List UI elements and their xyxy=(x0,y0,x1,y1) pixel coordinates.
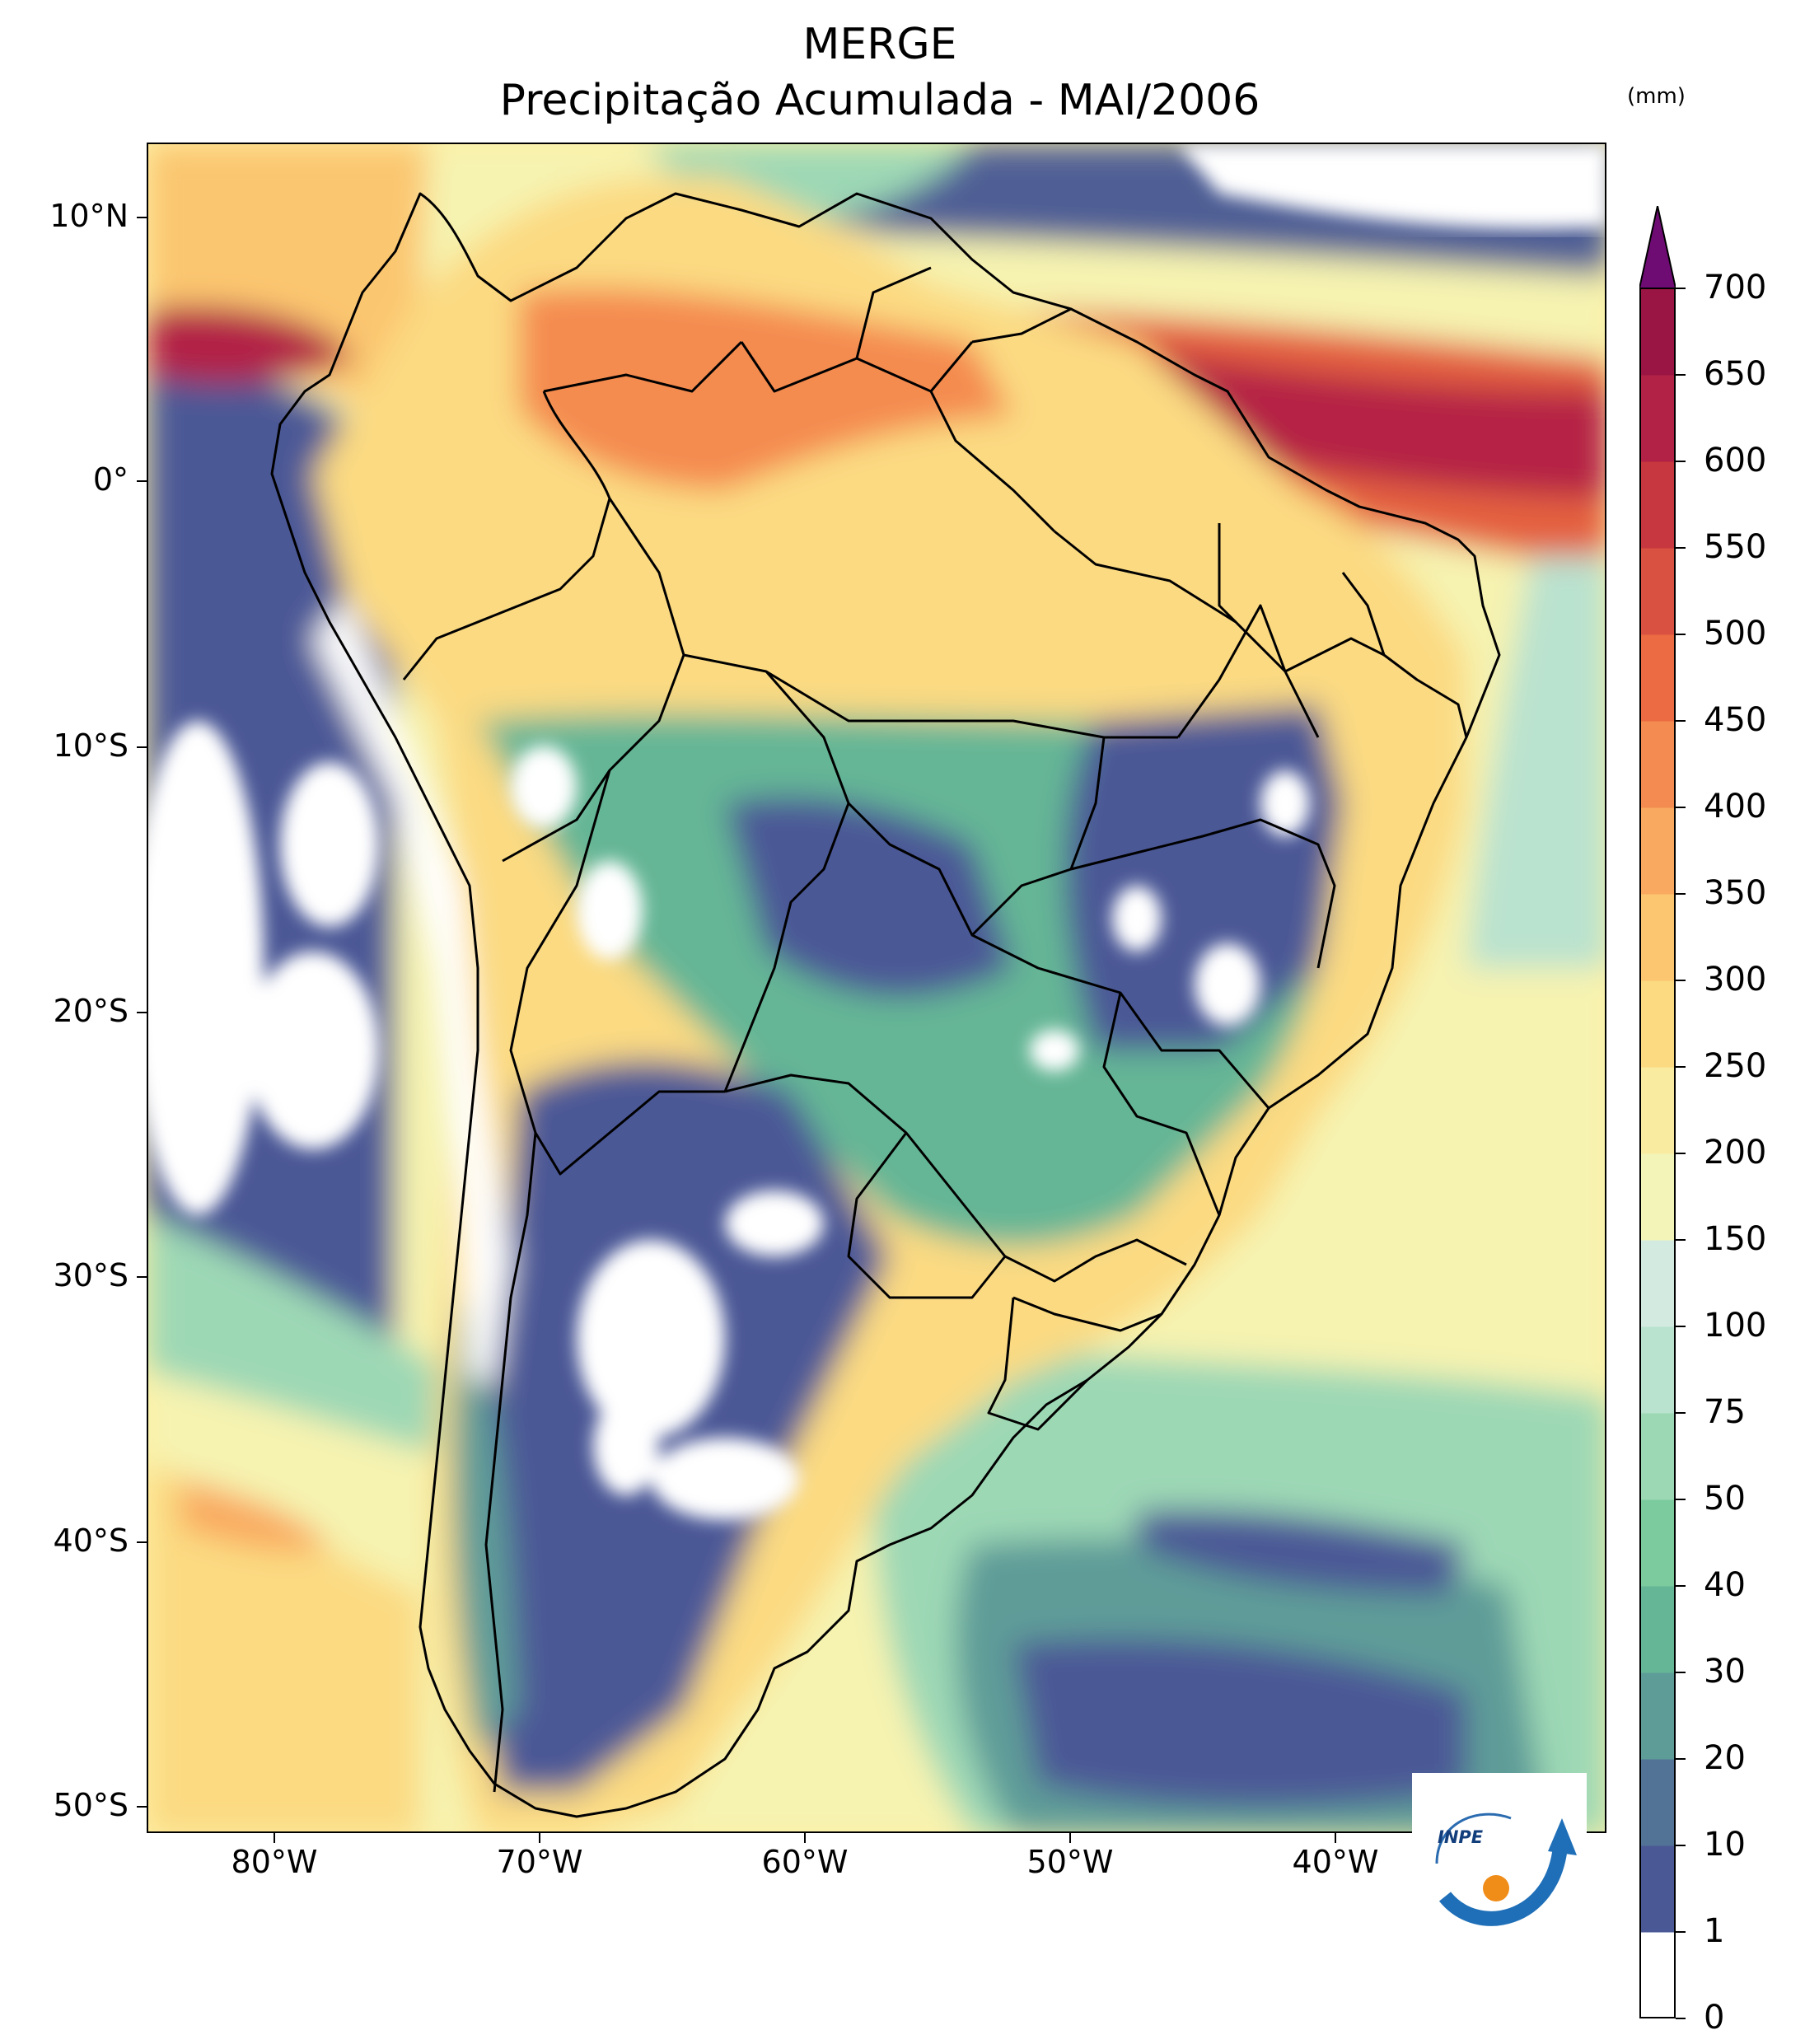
colorbar-tick xyxy=(1676,1326,1686,1327)
colorbar-swatch xyxy=(1639,1586,1676,1673)
colorbar-level-label: 550 xyxy=(1704,528,1767,566)
x-tick-label: 40°W xyxy=(1292,1844,1379,1880)
colorbar-level-label: 200 xyxy=(1704,1134,1767,1172)
colorbar-tick xyxy=(1676,634,1686,635)
colorbar-swatch xyxy=(1639,1845,1676,1933)
x-tick-label: 70°W xyxy=(496,1844,583,1880)
inpe-logo-icon xyxy=(1435,1812,1577,1926)
x-tick-label: 60°W xyxy=(761,1844,849,1880)
x-tick xyxy=(1335,1833,1336,1843)
colorbar-swatch xyxy=(1639,894,1676,981)
map-subtitle: Precipitação Acumulada - MAI/2006 xyxy=(499,76,1260,125)
map-canvas xyxy=(148,144,1605,1831)
colorbar-level-label: 650 xyxy=(1704,355,1767,393)
colorbar-extend-arrow xyxy=(1639,206,1676,289)
colorbar-level-label: 450 xyxy=(1704,701,1767,739)
colorbar-swatch xyxy=(1639,1499,1676,1587)
colorbar-swatch xyxy=(1639,1326,1676,1414)
colorbar-level-label: 300 xyxy=(1704,961,1767,999)
colorbar-swatch xyxy=(1639,807,1676,895)
logo-text: INPE xyxy=(1438,1827,1484,1847)
colorbar-swatch xyxy=(1639,375,1676,462)
y-tick xyxy=(137,1276,147,1278)
colorbar-swatch xyxy=(1639,1759,1676,1846)
colorbar-tick xyxy=(1676,980,1686,981)
colorbar-unit: (mm) xyxy=(1627,84,1686,109)
colorbar-tick xyxy=(1676,1672,1686,1673)
colorbar-tick xyxy=(1676,1845,1686,1846)
colorbar-level-label: 30 xyxy=(1704,1653,1746,1691)
colorbar-frame xyxy=(1639,288,1676,2018)
colorbar-tick xyxy=(1676,1499,1686,1500)
colorbar-level-label: 50 xyxy=(1704,1480,1746,1518)
inpe-logo xyxy=(1412,1773,1587,1944)
colorbar-swatch xyxy=(1639,1067,1676,1154)
colorbar-tick xyxy=(1676,1239,1686,1241)
y-tick xyxy=(137,1541,147,1543)
y-tick-label: 50°S xyxy=(53,1787,129,1823)
y-tick xyxy=(137,1012,147,1013)
colorbar-tick xyxy=(1676,893,1686,895)
colorbar-swatch xyxy=(1639,548,1676,635)
colorbar-level-label: 20 xyxy=(1704,1739,1746,1777)
map-title: MERGE xyxy=(802,20,957,69)
colorbar-swatch xyxy=(1639,1240,1676,1327)
colorbar-level-label: 700 xyxy=(1704,269,1767,306)
colorbar-swatch xyxy=(1639,288,1676,376)
y-tick-label: 10°N xyxy=(49,198,129,234)
colorbar-level-label: 350 xyxy=(1704,874,1767,912)
colorbar-swatch xyxy=(1639,980,1676,1068)
colorbar-level-label: 10 xyxy=(1704,1826,1746,1864)
x-tick xyxy=(274,1833,275,1843)
colorbar-level-label: 0 xyxy=(1704,1999,1725,2037)
colorbar-tick xyxy=(1676,1066,1686,1068)
colorbar-swatch xyxy=(1639,634,1676,722)
colorbar-tick xyxy=(1676,1412,1686,1414)
x-tick-label: 80°W xyxy=(231,1844,318,1880)
colorbar-level-label: 40 xyxy=(1704,1566,1746,1604)
x-tick xyxy=(804,1833,806,1843)
colorbar-level-label: 500 xyxy=(1704,615,1767,652)
colorbar-level-label: 400 xyxy=(1704,788,1767,826)
y-tick xyxy=(137,217,147,218)
colorbar-level-label: 1 xyxy=(1704,1912,1725,1950)
colorbar-tick xyxy=(1676,1153,1686,1154)
colorbar-tick xyxy=(1676,374,1686,376)
colorbar-tick xyxy=(1676,1931,1686,1933)
x-tick xyxy=(539,1833,540,1843)
y-tick-label: 30°S xyxy=(53,1257,129,1293)
colorbar-tick xyxy=(1676,720,1686,722)
colorbar xyxy=(1639,206,1676,2018)
y-tick xyxy=(137,480,147,482)
y-tick-label: 40°S xyxy=(53,1522,129,1559)
colorbar-level-label: 100 xyxy=(1704,1307,1767,1345)
colorbar-swatch xyxy=(1639,1153,1676,1241)
colorbar-tick xyxy=(1676,807,1686,808)
colorbar-tick xyxy=(1676,1758,1686,1760)
y-tick-label: 0° xyxy=(92,461,129,498)
colorbar-level-label: 150 xyxy=(1704,1220,1767,1258)
colorbar-swatch xyxy=(1639,1672,1676,1760)
x-tick-label: 50°W xyxy=(1026,1844,1114,1880)
colorbar-level-label: 600 xyxy=(1704,442,1767,479)
colorbar-swatch xyxy=(1639,1413,1676,1500)
y-tick-label: 10°S xyxy=(53,727,129,764)
colorbar-swatch xyxy=(1639,461,1676,549)
colorbar-level-label: 250 xyxy=(1704,1047,1767,1085)
colorbar-tick xyxy=(1676,2018,1686,2019)
y-tick xyxy=(137,746,147,748)
colorbar-tick xyxy=(1676,461,1686,462)
y-tick-label: 20°S xyxy=(53,993,129,1029)
colorbar-tick xyxy=(1676,547,1686,549)
colorbar-level-label: 75 xyxy=(1704,1393,1746,1431)
colorbar-swatch xyxy=(1639,721,1676,808)
precipitation-map xyxy=(147,143,1606,1833)
y-tick xyxy=(137,1806,147,1808)
colorbar-swatch xyxy=(1639,1932,1676,2018)
x-tick xyxy=(1069,1833,1071,1843)
colorbar-tick xyxy=(1676,288,1686,289)
colorbar-tick xyxy=(1676,1585,1686,1587)
